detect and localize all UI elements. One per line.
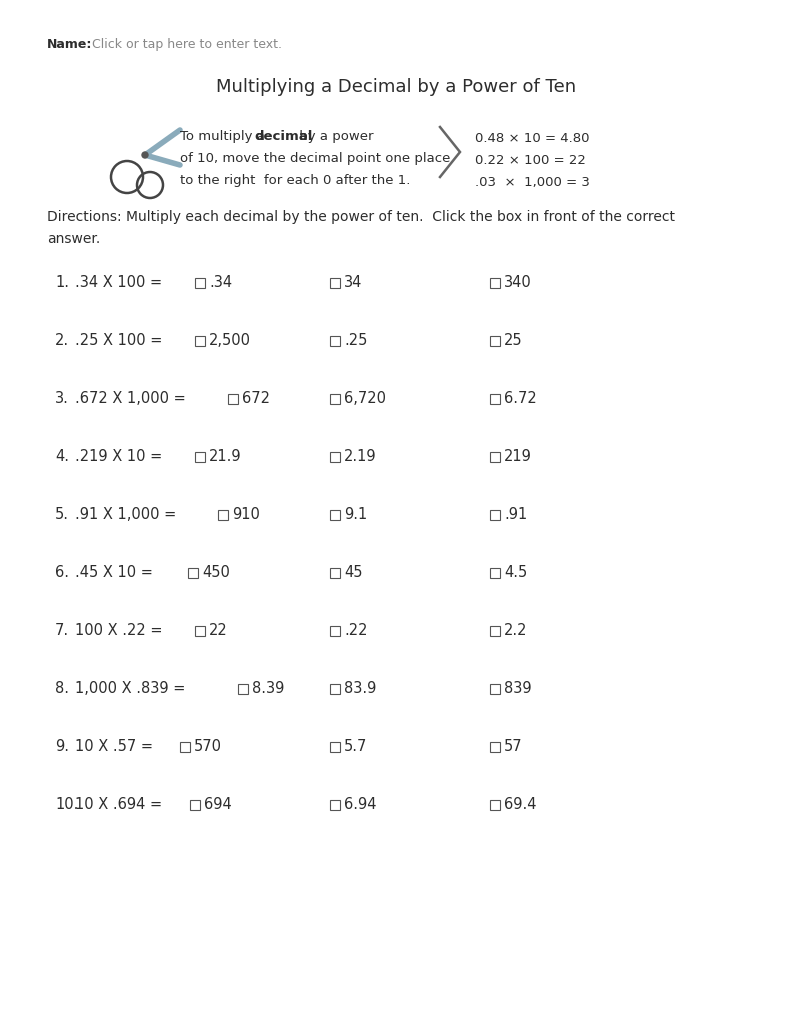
Text: .91: .91 (504, 507, 527, 522)
Text: 450: 450 (202, 565, 230, 580)
Text: .672 X 1,000 =: .672 X 1,000 = (75, 391, 186, 406)
Text: 0.48 × 10 = 4.80: 0.48 × 10 = 4.80 (475, 132, 589, 145)
Text: 672: 672 (242, 391, 270, 406)
Text: 8.39: 8.39 (252, 681, 285, 696)
Text: 10.: 10. (55, 797, 79, 812)
Text: 57: 57 (504, 739, 523, 754)
Text: 7.: 7. (55, 623, 69, 638)
Bar (490, 684, 500, 694)
Bar (195, 278, 205, 288)
Text: .25 X 100 =: .25 X 100 = (75, 333, 163, 348)
Text: 2.2: 2.2 (504, 623, 527, 638)
Bar (180, 742, 190, 752)
Bar (330, 452, 340, 462)
Text: 9.1: 9.1 (344, 507, 367, 522)
Text: 570: 570 (194, 739, 222, 754)
Text: 1,000 X .839 =: 1,000 X .839 = (75, 681, 186, 696)
Text: decimal: decimal (254, 130, 312, 143)
Bar (330, 742, 340, 752)
Bar (195, 626, 205, 636)
Bar (490, 336, 500, 346)
Bar (490, 568, 500, 578)
Bar (330, 684, 340, 694)
Text: 5.7: 5.7 (344, 739, 367, 754)
Text: 10 X .694 =: 10 X .694 = (75, 797, 162, 812)
Text: 6.: 6. (55, 565, 69, 580)
Bar (330, 336, 340, 346)
Text: 25: 25 (504, 333, 523, 348)
Bar (490, 626, 500, 636)
Bar (218, 510, 228, 520)
Bar (490, 278, 500, 288)
Bar (330, 800, 340, 810)
Text: 21.9: 21.9 (209, 449, 242, 464)
Text: 83.9: 83.9 (344, 681, 377, 696)
Text: 910: 910 (232, 507, 260, 522)
Bar (238, 684, 248, 694)
Text: 2.19: 2.19 (344, 449, 377, 464)
Text: To multiply a: To multiply a (180, 130, 269, 143)
Text: by a power: by a power (295, 130, 374, 143)
Text: Multiplying a Decimal by a Power of Ten: Multiplying a Decimal by a Power of Ten (216, 78, 576, 96)
Bar (330, 394, 340, 404)
Bar (490, 394, 500, 404)
Text: 4.: 4. (55, 449, 69, 464)
Text: Name:: Name: (47, 38, 92, 51)
Text: 6.72: 6.72 (504, 391, 537, 406)
Bar (195, 336, 205, 346)
Text: 6,720: 6,720 (344, 391, 386, 406)
Text: 8.: 8. (55, 681, 69, 696)
Text: 34: 34 (344, 275, 362, 290)
Bar (195, 452, 205, 462)
Text: 340: 340 (504, 275, 532, 290)
Text: to the right  for each 0 after the 1.: to the right for each 0 after the 1. (180, 174, 410, 187)
Text: 3.: 3. (55, 391, 69, 406)
Text: 4.5: 4.5 (504, 565, 527, 580)
Text: Click or tap here to enter text.: Click or tap here to enter text. (92, 38, 282, 51)
Text: .22: .22 (344, 623, 367, 638)
Bar (330, 510, 340, 520)
Text: 100 X .22 =: 100 X .22 = (75, 623, 163, 638)
Bar (330, 278, 340, 288)
Text: of 10, move the decimal point one place: of 10, move the decimal point one place (180, 152, 450, 165)
Bar (190, 800, 200, 810)
Text: 10 X .57 =: 10 X .57 = (75, 739, 153, 754)
Text: .25: .25 (344, 333, 367, 348)
Bar (188, 568, 198, 578)
Circle shape (142, 152, 148, 158)
Text: 69.4: 69.4 (504, 797, 537, 812)
Text: 22: 22 (209, 623, 228, 638)
Text: 9.: 9. (55, 739, 69, 754)
Text: .34 X 100 =: .34 X 100 = (75, 275, 162, 290)
Text: 219: 219 (504, 449, 532, 464)
Bar (490, 452, 500, 462)
Text: .91 X 1,000 =: .91 X 1,000 = (75, 507, 176, 522)
Text: .34: .34 (209, 275, 232, 290)
Text: 694: 694 (204, 797, 232, 812)
Text: answer.: answer. (47, 232, 100, 246)
Text: 6.94: 6.94 (344, 797, 377, 812)
Bar (490, 800, 500, 810)
Bar (228, 394, 238, 404)
Text: 0.22 × 100 = 22: 0.22 × 100 = 22 (475, 154, 586, 167)
Text: 2,500: 2,500 (209, 333, 251, 348)
Text: 839: 839 (504, 681, 531, 696)
Text: .03  ×  1,000 = 3: .03 × 1,000 = 3 (475, 176, 590, 189)
Text: Directions: Multiply each decimal by the power of ten.  Click the box in front o: Directions: Multiply each decimal by the… (47, 210, 675, 224)
Text: .219 X 10 =: .219 X 10 = (75, 449, 163, 464)
Bar (490, 510, 500, 520)
Text: 5.: 5. (55, 507, 69, 522)
Text: .45 X 10 =: .45 X 10 = (75, 565, 153, 580)
Bar (490, 742, 500, 752)
Text: 45: 45 (344, 565, 362, 580)
Bar (330, 568, 340, 578)
Bar (330, 626, 340, 636)
Text: 1.: 1. (55, 275, 69, 290)
Text: 2.: 2. (55, 333, 69, 348)
